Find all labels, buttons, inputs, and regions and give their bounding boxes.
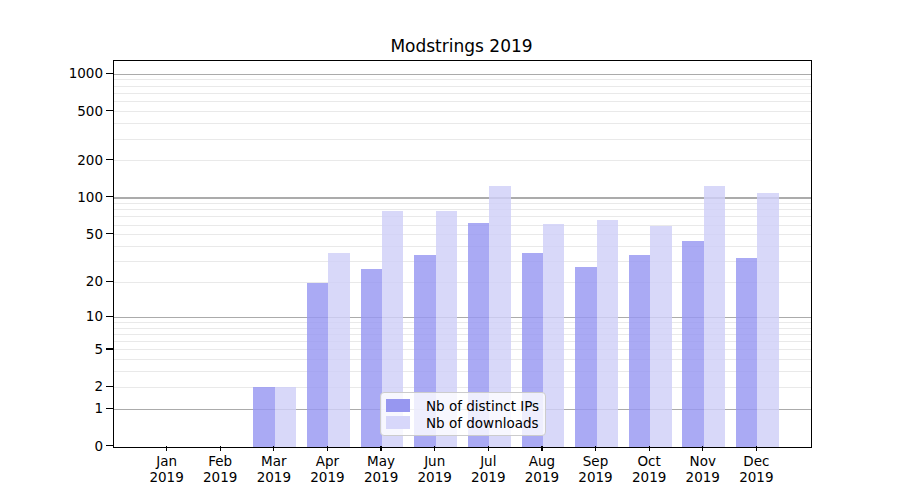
y-tick-label: 10: [51, 309, 103, 323]
x-tick-mark: [756, 446, 757, 451]
y-tick-label: 500: [51, 104, 103, 118]
x-tick-label: Sep 2019: [566, 453, 626, 485]
y-tick-mark: [106, 445, 113, 446]
x-tick-mark: [649, 446, 650, 451]
y-tick-mark: [106, 386, 113, 387]
bar-downloads-9: [597, 220, 618, 447]
bar-distinct-ips-5: [361, 269, 382, 447]
x-tick-label: Jun 2019: [405, 453, 465, 485]
bar-downloads-8: [543, 224, 564, 446]
chart-title: Modstrings 2019: [113, 36, 810, 56]
x-tick-mark: [434, 446, 435, 451]
x-tick-label: Oct 2019: [619, 453, 679, 485]
bar-downloads-4: [328, 253, 349, 446]
x-tick-label: May 2019: [351, 453, 411, 485]
gridline: [114, 111, 811, 112]
gridline: [114, 101, 811, 102]
y-tick-label: 2: [51, 379, 103, 393]
legend-label-distinct-ips: Nb of distinct IPs: [426, 398, 539, 414]
chart-figure: Modstrings 2019 01251020501002005001000 …: [0, 0, 900, 500]
gridline: [114, 79, 811, 80]
bar-distinct-ips-10: [629, 255, 650, 447]
y-tick-label: 1: [51, 401, 103, 415]
x-tick-mark: [488, 446, 489, 451]
bar-distinct-ips-9: [575, 267, 596, 447]
x-tick-mark: [595, 446, 596, 451]
x-tick-label: Apr 2019: [297, 453, 357, 485]
y-tick-label: 1000: [51, 66, 103, 80]
plot-area: [113, 60, 812, 448]
gridline: [114, 160, 811, 161]
y-tick-label: 50: [51, 227, 103, 241]
legend: Nb of distinct IPs Nb of downloads: [380, 392, 546, 436]
bar-distinct-ips-3: [253, 387, 274, 446]
x-tick-mark: [327, 446, 328, 451]
bar-downloads-10: [650, 226, 671, 447]
legend-label-downloads: Nb of downloads: [426, 415, 539, 431]
gridline: [114, 74, 811, 75]
x-tick-mark: [702, 446, 703, 451]
bar-distinct-ips-11: [682, 241, 703, 446]
x-tick-label: Nov 2019: [673, 453, 733, 485]
x-tick-label: Feb 2019: [190, 453, 250, 485]
bar-downloads-12: [757, 193, 778, 447]
x-tick-label: Aug 2019: [512, 453, 572, 485]
gridline: [114, 93, 811, 94]
x-tick-label: Mar 2019: [244, 453, 304, 485]
y-tick-mark: [106, 348, 113, 349]
legend-swatch-distinct-ips: [386, 399, 410, 412]
y-tick-mark: [106, 159, 113, 160]
x-tick-label: Jul 2019: [458, 453, 518, 485]
x-tick-mark: [541, 446, 542, 451]
x-tick-mark: [380, 446, 381, 451]
bar-distinct-ips-4: [307, 283, 328, 447]
y-tick-label: 200: [51, 153, 103, 167]
y-tick-label: 5: [51, 342, 103, 356]
x-tick-label: Jan 2019: [137, 453, 197, 485]
x-tick-label: Dec 2019: [726, 453, 786, 485]
y-tick-mark: [106, 73, 113, 74]
y-tick-label: 20: [51, 274, 103, 288]
y-tick-label: 0: [51, 439, 103, 453]
y-tick-mark: [106, 196, 113, 197]
y-tick-mark: [106, 110, 113, 111]
gridline: [114, 139, 811, 140]
x-tick-mark: [166, 446, 167, 451]
y-tick-mark: [106, 316, 113, 317]
gridline: [114, 86, 811, 87]
y-tick-label: 100: [51, 190, 103, 204]
legend-swatch-downloads: [386, 416, 410, 429]
y-tick-mark: [106, 233, 113, 234]
bar-downloads-11: [704, 186, 725, 447]
y-tick-mark: [106, 281, 113, 282]
bar-downloads-3: [275, 387, 296, 446]
legend-item-downloads: Nb of downloads: [386, 414, 536, 431]
legend-item-distinct-ips: Nb of distinct IPs: [386, 397, 536, 414]
bar-distinct-ips-12: [736, 258, 757, 446]
y-tick-mark: [106, 408, 113, 409]
gridline: [114, 123, 811, 124]
x-tick-mark: [220, 446, 221, 451]
x-tick-mark: [273, 446, 274, 451]
